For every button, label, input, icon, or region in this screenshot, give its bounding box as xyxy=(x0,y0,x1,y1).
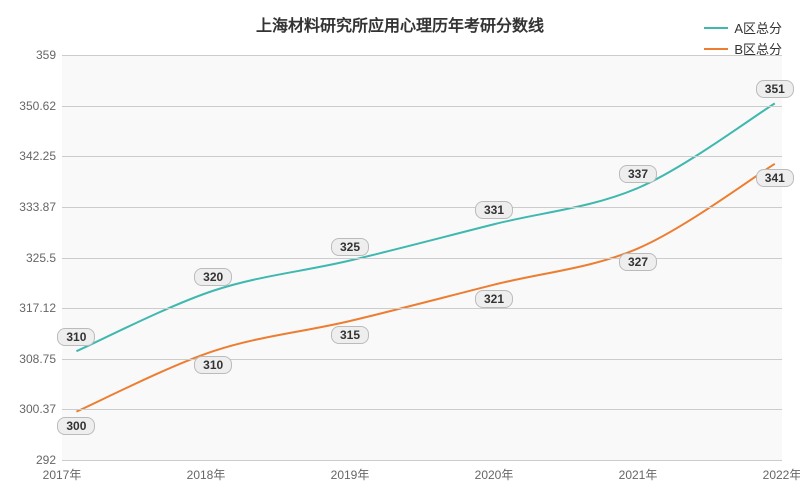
legend-item-a: A区总分 xyxy=(704,18,782,37)
x-tick-label: 2019年 xyxy=(331,460,370,483)
legend-swatch-b xyxy=(704,48,728,50)
y-tick-label: 342.25 xyxy=(19,149,62,163)
data-label: 300 xyxy=(57,417,95,435)
data-label: 315 xyxy=(331,326,369,344)
gridline xyxy=(62,106,782,107)
legend-swatch-a xyxy=(704,27,728,29)
data-label: 325 xyxy=(331,238,369,256)
chart-title: 上海材料研究所应用心理历年考研分数线 xyxy=(0,12,800,36)
x-tick-label: 2022年 xyxy=(763,460,800,483)
y-tick-label: 325.5 xyxy=(26,251,62,265)
x-tick-label: 2021年 xyxy=(619,460,658,483)
legend-label-a: A区总分 xyxy=(734,18,782,37)
y-tick-label: 333.87 xyxy=(19,200,62,214)
y-tick-label: 308.75 xyxy=(19,352,62,366)
y-tick-label: 359 xyxy=(36,48,62,62)
data-label: 331 xyxy=(475,201,513,219)
gridline xyxy=(62,55,782,56)
plot-area: 292300.37308.75317.12325.5333.87342.2535… xyxy=(62,55,782,460)
gridline xyxy=(62,409,782,410)
data-label: 321 xyxy=(475,290,513,308)
data-label: 310 xyxy=(57,328,95,346)
data-label: 327 xyxy=(619,253,657,271)
gridline xyxy=(62,156,782,157)
series-line xyxy=(76,103,774,351)
data-label: 341 xyxy=(756,169,794,187)
legend: A区总分 B区总分 xyxy=(704,18,782,60)
x-tick-label: 2018年 xyxy=(187,460,226,483)
gridline xyxy=(62,308,782,309)
series-line xyxy=(76,164,774,412)
x-tick-label: 2020年 xyxy=(475,460,514,483)
gridline xyxy=(62,207,782,208)
data-label: 351 xyxy=(756,80,794,98)
gridline xyxy=(62,460,782,461)
y-tick-label: 300.37 xyxy=(19,402,62,416)
data-label: 337 xyxy=(619,165,657,183)
data-label: 320 xyxy=(194,268,232,286)
y-tick-label: 317.12 xyxy=(19,301,62,315)
x-tick-label: 2017年 xyxy=(43,460,82,483)
y-tick-label: 350.62 xyxy=(19,99,62,113)
gridline xyxy=(62,258,782,259)
chart-container: 上海材料研究所应用心理历年考研分数线 A区总分 B区总分 292300.3730… xyxy=(0,0,800,500)
data-label: 310 xyxy=(194,356,232,374)
gridline xyxy=(62,359,782,360)
